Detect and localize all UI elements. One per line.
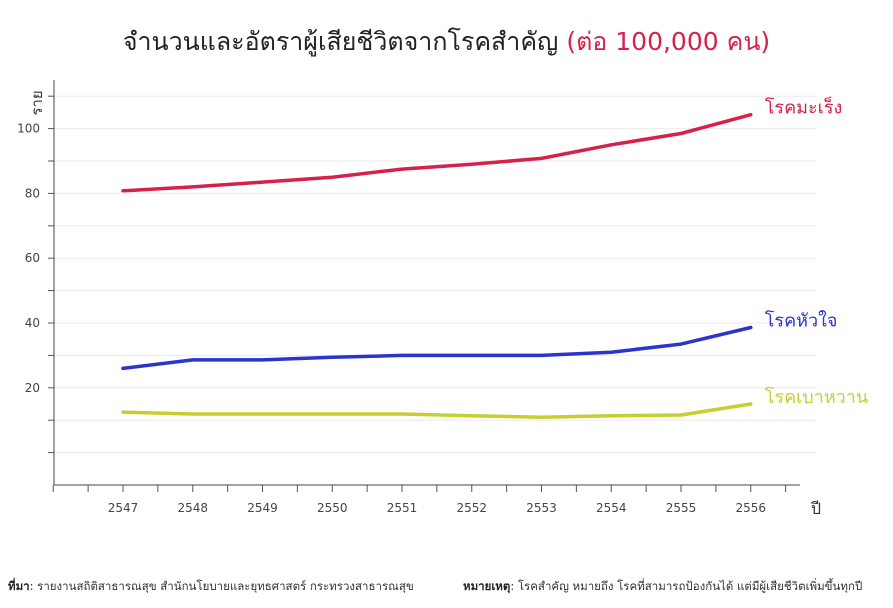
y-tick-label: 20 [25, 381, 40, 395]
x-tick-label: 2549 [247, 501, 278, 515]
chart-title-main: จำนวนและอัตราผู้เสียชีวิตจากโรคสำคัญ [122, 27, 559, 56]
y-tick-label: 60 [25, 251, 40, 265]
series-line-1 [121, 325, 753, 371]
y-tick-label: 100 [17, 122, 40, 136]
x-tick-label: 2550 [317, 501, 348, 515]
note-text: : โรคสำคัญ หมายถึง โรคที่สามารถป้องกันได… [510, 579, 863, 593]
x-tick-label: 2547 [108, 501, 139, 515]
y-tick-label: 40 [25, 316, 40, 330]
series-label-1: โรคหัวใจ [765, 310, 838, 332]
x-tick-label: 2556 [735, 501, 766, 515]
series-label-2: โรคเบาหวาน [765, 386, 868, 408]
source-label: ที่มา [8, 579, 30, 593]
note-label: หมายเหตุ [463, 579, 511, 593]
x-tick-label: 2555 [666, 501, 697, 515]
tick-labels: 20 40 60 80 100 2547 2548 2549 2550 2551 2552 2553 2… [17, 122, 766, 515]
x-tick-label: 2554 [596, 501, 627, 515]
source-note: ที่มา: รายงานสถิติสาธารณสุข สำนักนโยบายแ… [8, 578, 414, 596]
chart-title: จำนวนและอัตราผู้เสียชีวิตจากโรคสำคัญ (ต่… [0, 22, 893, 62]
y-tick-label: 80 [25, 186, 40, 200]
gridlines [54, 95, 816, 454]
x-axis-label: ปี [811, 499, 822, 518]
x-tick-label: 2551 [387, 501, 418, 515]
x-tick-label: 2552 [456, 501, 487, 515]
line-chart: 20 40 60 80 100 2547 2548 2549 2550 2551 2552 2553 2… [17, 80, 868, 518]
axes [48, 80, 800, 492]
x-tick-label: 2548 [177, 501, 208, 515]
source-text: : รายงานสถิติสาธารณสุข สำนักนโยบายและยุท… [29, 579, 414, 593]
series-line-2 [121, 402, 753, 420]
series-lines [121, 112, 753, 420]
chart-subtitle: (ต่อ 100,000 คน) [566, 27, 771, 56]
series-label-0: โรคมะเร็ง [765, 96, 843, 119]
remark-note: หมายเหตุ: โรคสำคัญ หมายถึง โรคที่สามารถป… [463, 578, 862, 596]
x-tick-label: 2553 [526, 501, 557, 515]
y-axis-label: ราย [28, 90, 46, 115]
series-line-0 [121, 112, 753, 193]
